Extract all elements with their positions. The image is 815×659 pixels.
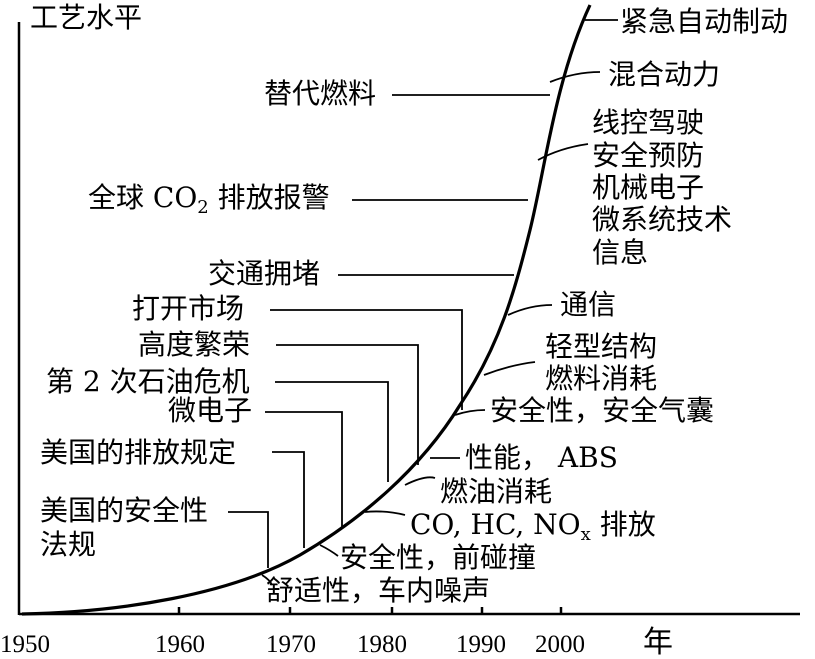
leader-us-safety [228,511,269,568]
label-information: 信息 [592,236,648,269]
emissions-subscript: x [581,524,591,545]
emissions-text: CO, HC, NO [410,508,581,541]
left-annotations: 替代燃料 全球 CO2 排放报警 交通拥堵 打开市场 高度繁荣 第 2 次石油危… [40,77,550,568]
label-lightweight: 轻型结构 [545,330,657,363]
tick-label-2000: 2000 [535,631,585,658]
leader-communication [507,304,553,316]
leader-hybrid [549,71,601,83]
leader-crash-safety [319,544,339,557]
leader-emissions [364,510,406,516]
label-airbag: 安全性，安全气囊 [490,394,714,427]
label-fuel-consumption-1: 燃料消耗 [545,362,657,395]
y-axis-title: 工艺水平 [30,1,142,34]
leader-open-market [270,309,463,410]
label-micro-systems: 微系统技术 [592,203,732,236]
leader-prosperity [276,344,419,465]
tick-label-1960: 1960 [155,631,205,658]
label-traffic: 交通拥堵 [208,257,320,290]
tick-label-1950: 1950 [0,631,50,658]
label-mechatronics: 机械电子 [592,171,704,204]
x-tick-labels: 1950 1960 1970 1980 1990 2000 [0,631,585,658]
technology-curve [21,4,592,616]
label-drive-by-wire: 线控驾驶 [592,106,704,139]
leader-microelectronics [265,411,343,528]
label-us-emissions: 美国的排放规定 [40,436,236,469]
label-alt-fuels: 替代燃料 [264,77,376,110]
axes [17,22,800,616]
tick-label-1980: 1980 [357,631,407,658]
label-performance: 性能， ABS [465,441,618,474]
leader-oil-crisis [275,381,389,482]
right-annotations: 紧急自动制动 混合动力 线控驾驶 安全预防 机械电子 微系统技术 信息 通信 轻… [261,5,788,607]
co2-text: 全球 CO [88,181,197,214]
label-emissions: CO, HC, NOx 排放 [410,508,656,545]
leader-fuel-consumption-2 [404,476,436,486]
label-co2-warning: 全球 CO2 排放报警 [88,181,330,218]
label-communication: 通信 [560,288,616,321]
leader-lightweight [483,361,536,376]
tick-label-1970: 1970 [266,631,316,658]
leader-airbag [454,409,486,416]
tick-label-1990: 1990 [456,631,506,658]
label-crash-safety: 安全性，前碰撞 [340,541,536,574]
label-open-market: 打开市场 [132,292,244,325]
label-hybrid: 混合动力 [608,58,720,91]
emissions-suffix: 排放 [591,508,656,541]
leader-us-emissions [272,451,305,548]
label-us-safety-line2: 法规 [40,528,96,561]
label-comfort: 舒适性，车内噪声 [266,574,490,607]
label-prosperity: 高度繁荣 [138,328,250,361]
label-us-safety-line1: 美国的安全性 [40,494,208,527]
label-safety-prevention: 安全预防 [592,139,704,172]
label-microelectronics: 微电子 [168,394,252,427]
leader-tech-group [537,143,589,161]
x-axis-title: 年 [643,625,673,659]
label-oil-crisis: 第 2 次石油危机 [46,365,250,398]
co2-suffix: 排放报警 [209,181,330,214]
co2-subscript: 2 [197,197,208,218]
leader-comfort [261,574,273,586]
label-fuel-consumption-2: 燃油消耗 [440,475,552,508]
label-emergency-braking: 紧急自动制动 [620,5,788,38]
